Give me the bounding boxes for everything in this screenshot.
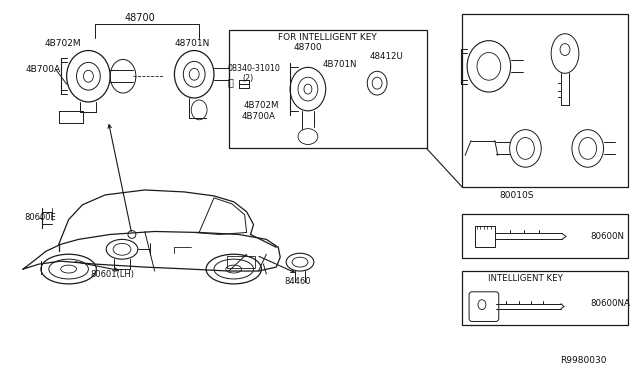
Text: FOR INTELLIGENT KEY: FOR INTELLIGENT KEY: [278, 33, 377, 42]
Text: 4B700A: 4B700A: [26, 65, 61, 74]
Text: 48412U: 48412U: [369, 52, 403, 61]
Text: 48700: 48700: [124, 13, 155, 23]
Bar: [462, 14, 628, 187]
Text: 4B702M: 4B702M: [44, 39, 81, 48]
Bar: [475, 225, 495, 247]
Text: R9980030: R9980030: [560, 356, 607, 365]
Text: 80600N: 80600N: [591, 232, 625, 241]
Text: 84460: 84460: [285, 278, 311, 286]
Bar: [229, 30, 427, 148]
Text: 48700: 48700: [294, 43, 322, 52]
Text: 4B700A: 4B700A: [241, 112, 275, 121]
Text: 80600NA: 80600NA: [591, 299, 630, 308]
Text: 80010S: 80010S: [499, 191, 534, 201]
Bar: [462, 271, 628, 326]
Text: Ⓢ: Ⓢ: [228, 77, 234, 87]
Text: 4B701N: 4B701N: [323, 60, 357, 69]
Text: INTELLIGENT KEY: INTELLIGENT KEY: [488, 275, 563, 283]
Text: 08340-31010: 08340-31010: [227, 64, 280, 73]
Text: 80601(LH): 80601(LH): [90, 269, 134, 279]
Text: 80600E: 80600E: [24, 213, 56, 222]
Bar: [462, 214, 628, 258]
Text: 48701N: 48701N: [175, 39, 210, 48]
Text: 4B702M: 4B702M: [244, 102, 279, 110]
Bar: [227, 256, 255, 268]
Text: (2): (2): [242, 74, 253, 83]
